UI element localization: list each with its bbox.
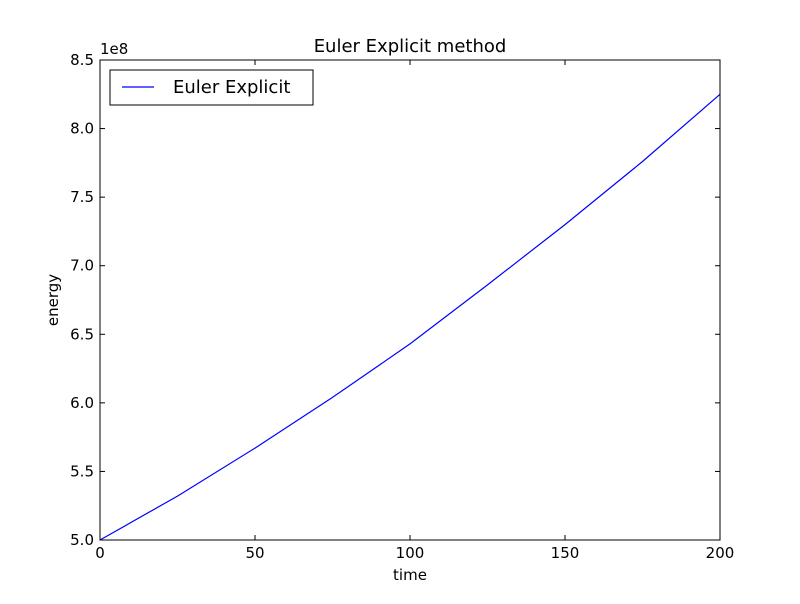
- legend-label-euler-explicit: Euler Explicit: [173, 77, 290, 98]
- y-axis-label: energy: [44, 274, 62, 326]
- y-tick-label: 8.0: [70, 120, 94, 138]
- x-tick-label: 200: [706, 544, 735, 562]
- y-axis-offset-label: 1e8: [100, 40, 128, 58]
- plot-area: 0 50 100 150 200 5.0 5.5 6.0 6.5 7.0 7.5 8.0 8.5 Eule…: [70, 51, 734, 562]
- y-tick-label: 7.5: [70, 188, 94, 206]
- x-tick-label: 0: [95, 544, 105, 562]
- y-tick-label: 6.5: [70, 325, 94, 343]
- x-tick-label: 50: [245, 544, 264, 562]
- x-axis-label: time: [393, 566, 427, 584]
- chart-title: Euler Explicit method: [314, 36, 507, 57]
- y-tick-label: 5.0: [70, 531, 94, 549]
- axes-frame: [99, 59, 721, 541]
- x-tick-label: 100: [396, 544, 425, 562]
- y-tick-label: 5.5: [70, 462, 94, 480]
- series-line-euler-explicit: [99, 93, 721, 541]
- y-tick-label: 8.5: [70, 51, 94, 69]
- y-tick-label: 6.0: [70, 394, 94, 412]
- y-tick-label: 7.0: [70, 257, 94, 275]
- x-tick-label: 150: [551, 544, 580, 562]
